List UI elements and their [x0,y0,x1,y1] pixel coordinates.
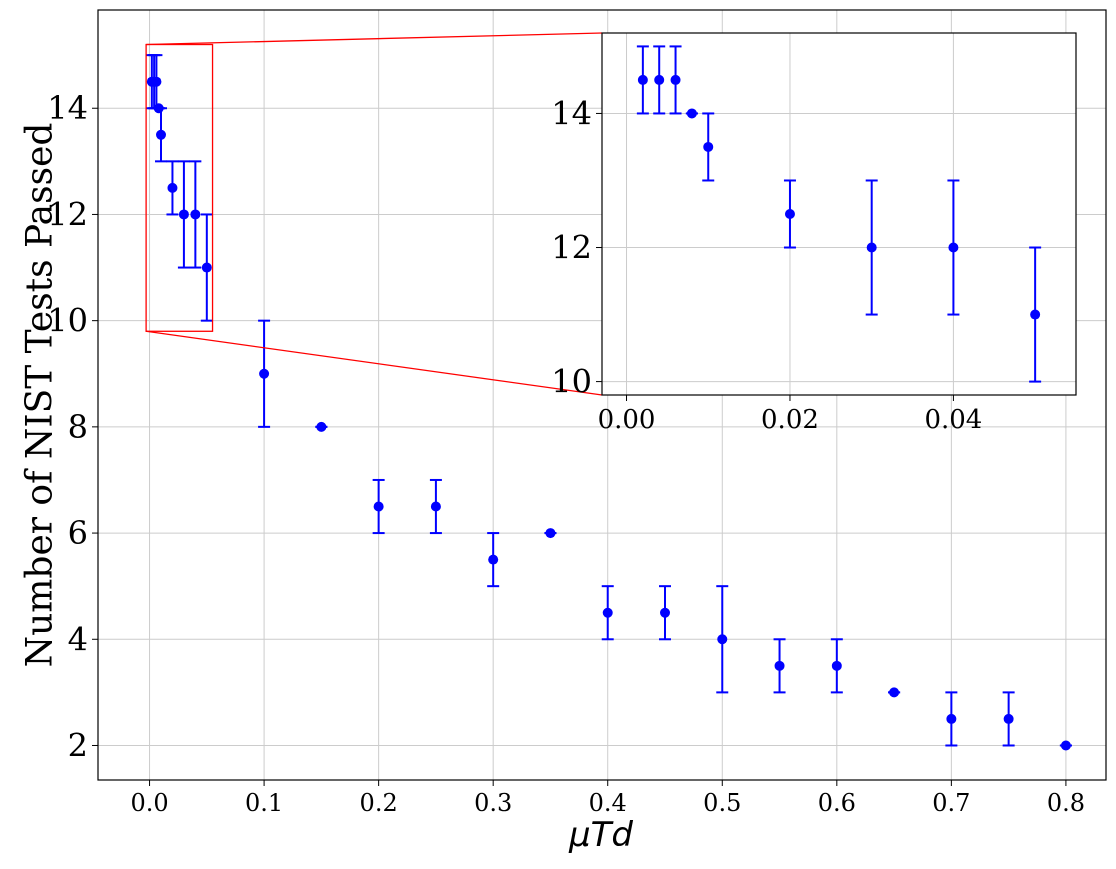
data-point [316,421,327,432]
data-point [660,607,670,618]
data-point [774,660,785,671]
x-tick-label: 0.4 [589,789,627,817]
data-point [178,209,189,220]
data-point [654,74,665,85]
zoom-connector-top [146,32,603,46]
inset-data-marks [636,45,1042,383]
data-point [201,262,212,273]
inset-ticks: 0.00 0.02 0.04 10 12 14 [551,94,982,435]
y-tick-label: 6 [68,514,88,552]
inset-x-tick-label: 0.00 [598,405,656,435]
zoom-indicator [145,32,603,396]
data-point [1060,740,1071,751]
inset-x-tick-label: 0.04 [924,405,982,435]
data-point [946,713,957,724]
data-point [545,528,556,539]
data-point [167,182,178,193]
data-point [190,209,201,220]
y-tick-label: 14 [47,89,88,127]
inset-background [602,33,1076,395]
data-point [488,554,499,565]
x-tick-label: 0.7 [932,789,970,817]
zoom-connector-bottom [146,330,603,396]
data-point [602,607,613,618]
data-point [670,74,681,85]
inset-y-tick-label: 14 [551,94,592,132]
x-axis-label: μTd [568,815,633,855]
y-axis-label: Number of NIST Tests Passed [20,123,61,668]
data-point [1030,309,1041,320]
data-point [889,687,900,698]
main-plot-frame [97,9,1107,781]
main-data-marks [145,54,1072,751]
inset-frame [601,32,1077,396]
data-point [866,242,877,253]
x-tick-label: 0.8 [1047,789,1085,817]
inset-y-tick-label: 12 [551,229,592,267]
y-tick-label: 8 [68,408,88,446]
x-tick-label: 0.0 [130,789,168,817]
data-point [703,141,714,152]
zoom-box [145,43,214,332]
data-point [430,501,441,512]
data-point [686,108,697,119]
data-point [259,368,270,379]
data-point [156,129,166,140]
data-point [948,242,959,253]
data-point [717,634,728,645]
data-point [1003,713,1014,724]
x-tick-label: 0.1 [245,789,283,817]
x-tick-label: 0.6 [818,789,856,817]
data-point [831,660,842,671]
data-point [637,74,648,85]
main-axis-ticks: 0.0 0.1 0.2 0.3 0.4 0.5 0.6 0.7 0.8 2 4 6 8 10 12 14 [47,89,1085,817]
y-tick-label: 10 [47,302,88,340]
x-tick-label: 0.2 [360,789,398,817]
data-point [784,209,795,219]
inset-y-tick-label: 10 [551,363,592,401]
inset-x-tick-label: 0.02 [761,405,819,435]
data-point [373,501,384,512]
y-tick-label: 12 [47,195,88,233]
y-tick-label: 4 [68,620,88,658]
data-point [151,76,162,87]
x-tick-label: 0.5 [703,789,741,817]
inset-plot: 0.00 0.02 0.04 10 12 14 [551,32,1077,435]
y-tick-label: 2 [68,726,88,764]
x-tick-label: 0.3 [474,789,512,817]
